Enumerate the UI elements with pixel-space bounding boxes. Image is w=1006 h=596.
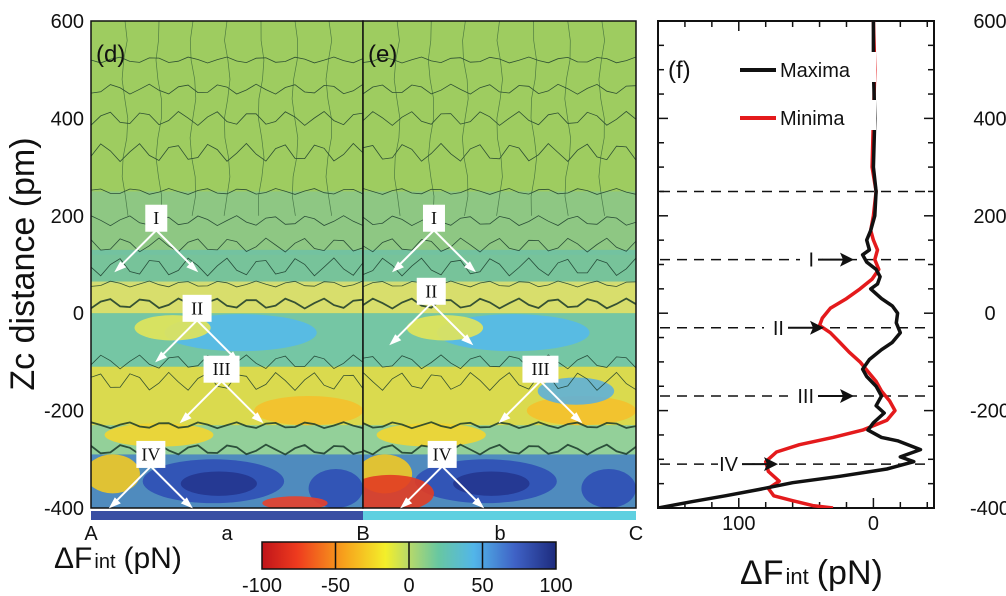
panel-label-f: (f) (668, 57, 691, 84)
colorbar-tick: 50 (471, 575, 493, 596)
line-x-tick: 0 (868, 513, 879, 535)
line-x-tick: 100 (722, 513, 755, 535)
right-y-tick: -400 (970, 498, 1006, 520)
legend-label-maxima: Maxima (780, 60, 851, 82)
svg-text:II: II (191, 298, 203, 318)
callout-IV-e: IV (400, 440, 485, 509)
callout-I-e: I (391, 204, 476, 273)
svg-text:III: III (797, 386, 814, 408)
colorbar-tick: 100 (539, 575, 572, 596)
right-y-tick: 600 (973, 11, 1006, 33)
left-y-tick: 200 (51, 206, 84, 228)
left-y-tick: 400 (51, 108, 84, 130)
callout-III-e: III (498, 355, 583, 424)
panel-label-e: (e) (368, 41, 397, 68)
callout-III-d: III (179, 355, 264, 424)
callout-IV-d: IV (108, 440, 193, 509)
svg-text:I: I (808, 250, 814, 272)
svg-text:II: II (773, 318, 784, 340)
line-x-label-unit: (pN) (817, 554, 883, 592)
segment-label-a: a (221, 523, 233, 545)
colorbar-tick: -50 (321, 575, 350, 596)
segment-a (91, 511, 363, 520)
segment-b (363, 511, 636, 520)
legend: Maxima Minima (736, 52, 876, 130)
level-arrow-II: II (764, 315, 824, 340)
right-y-tick: 400 (973, 108, 1006, 130)
level-arrow-IV: IV (718, 452, 778, 477)
svg-text:IV: IV (719, 454, 739, 476)
level-arrow-III: III (788, 383, 854, 408)
x-segment-bar: A B Ca b (84, 511, 643, 545)
svg-text:III: III (213, 359, 231, 379)
left-y-tick: -400 (44, 498, 84, 520)
svg-text:IV: IV (141, 444, 160, 464)
x-marker-B: B (356, 523, 369, 545)
level-arrow-I: I (800, 247, 854, 272)
svg-text:I: I (431, 208, 437, 228)
colorbar-label-sub: int (94, 551, 116, 573)
x-marker-C: C (629, 523, 643, 545)
legend-label-minima: Minima (780, 108, 845, 130)
heatmap-panel-e (363, 21, 636, 508)
colorbar-label-main: ΔF (54, 542, 92, 575)
left-y-axis: -400 -200 0 200 400 600 (44, 11, 84, 520)
colorbar-label: ΔF int (pN) (54, 542, 182, 575)
panel-label-d: (d) (96, 41, 125, 68)
right-y-tick: 200 (973, 206, 1006, 228)
line-x-axis-title: ΔFint (pN) (740, 554, 883, 592)
callout-II-d: II (155, 294, 240, 363)
heatmap-panel-d (91, 21, 363, 508)
callout-I-d: I (114, 204, 199, 273)
heatmap-y-axis-title: Zc distance (pm) (4, 137, 42, 390)
svg-text:IV: IV (433, 444, 452, 464)
series-maxima (658, 21, 923, 508)
line-panel: 100 0-400-2000200400600IIIIIIIVMaximaMini… (657, 11, 1006, 535)
right-y-tick: 0 (984, 303, 995, 325)
colorbar-label-unit: (pN) (124, 542, 182, 575)
right-y-tick: -200 (970, 401, 1006, 423)
x-marker-A: A (84, 523, 98, 545)
left-y-tick: -200 (44, 401, 84, 423)
left-y-tick: 600 (51, 11, 84, 33)
svg-text:ΔFint(pN): ΔFint (pN) (54, 542, 182, 575)
line-x-label-main: ΔF (740, 554, 783, 592)
svg-text:III: III (531, 359, 549, 379)
callout-II-e: II (389, 277, 474, 346)
left-y-tick: 0 (73, 303, 84, 325)
svg-text:II: II (425, 281, 437, 301)
colorbar: -100 -50 0 50 100 (242, 541, 573, 596)
svg-text:I: I (153, 208, 159, 228)
svg-text:ΔFint(pN): ΔFint (pN) (740, 554, 883, 592)
colorbar-tick: -100 (242, 575, 282, 596)
segment-label-b: b (494, 523, 505, 545)
colorbar-tick: 0 (403, 575, 414, 596)
line-x-label-sub: int (785, 564, 808, 589)
